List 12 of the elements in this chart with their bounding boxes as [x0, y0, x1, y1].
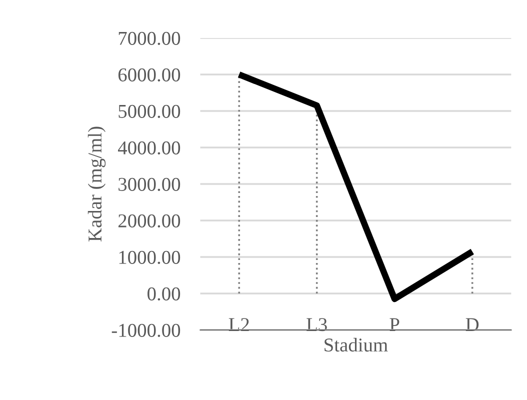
y-tick-label: 7000.00: [118, 32, 180, 46]
y-tick-label: 6000.00: [118, 68, 180, 82]
y-axis-title: Kadar (mg/ml): [88, 126, 106, 242]
y-tick-label: -1000.00: [112, 324, 180, 338]
y-tick-label: 1000.00: [119, 250, 180, 264]
x-axis-title: Stadium: [324, 338, 388, 352]
x-tick-label: P: [390, 318, 400, 331]
y-tick-label: 4000.00: [118, 141, 180, 155]
y-tick-label: 5000.00: [118, 104, 180, 118]
y-tick-label: 2000.00: [118, 214, 180, 228]
y-tick-label: 3000.00: [118, 178, 180, 192]
y-tick-label: 0.00: [148, 287, 180, 301]
